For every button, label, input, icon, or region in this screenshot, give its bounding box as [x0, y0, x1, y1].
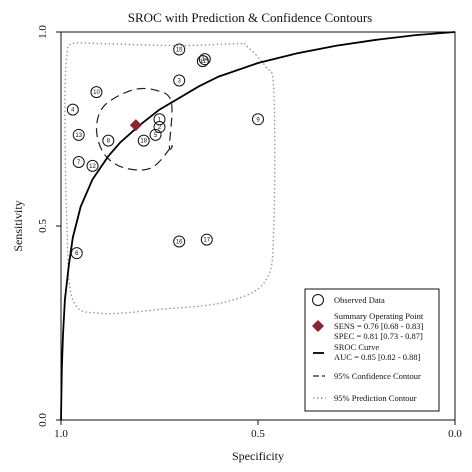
- legend-box: [304, 288, 440, 412]
- study-point: 4: [66, 103, 79, 116]
- legend: Observed Data Summary Operating Point SE…: [304, 288, 440, 412]
- study-marker: [66, 103, 79, 116]
- summary-operating-point: [129, 119, 142, 132]
- y-tick-label: 1.0: [37, 25, 49, 39]
- study-marker: [173, 43, 186, 56]
- study-marker: [196, 55, 209, 68]
- study-label: 4: [71, 108, 75, 114]
- x-tick-label: 1.0: [54, 428, 68, 440]
- study-label: 9: [256, 117, 260, 123]
- study-point: 2: [153, 121, 166, 134]
- study-label: 17: [203, 238, 210, 244]
- study-point: 6: [70, 247, 83, 260]
- study-label: 15: [176, 47, 183, 53]
- study-point: 15: [173, 43, 186, 56]
- legend-summary-marker: [312, 320, 324, 332]
- study-point: 13: [72, 128, 85, 141]
- legend-confidence-label: 95% Confidence Contour: [334, 371, 421, 381]
- y-tick-label: 0.5: [37, 219, 49, 233]
- study-marker: [149, 128, 162, 141]
- study-marker: [86, 159, 99, 172]
- study-point: 11: [196, 55, 209, 68]
- study-label: 18: [140, 139, 147, 145]
- study-marker: [200, 233, 213, 246]
- study-marker: [153, 113, 166, 126]
- axes: 1.0 0.5 0.0 0.0 0.5 1.0 Specificity Sens…: [11, 25, 462, 463]
- study-label: 6: [75, 251, 79, 257]
- study-label: 14: [201, 57, 208, 63]
- study-point: 14: [198, 53, 211, 66]
- legend-prediction-label: 95% Prediction Contour: [334, 393, 417, 403]
- x-tick-label: 0.5: [251, 428, 265, 440]
- study-point: 8: [102, 134, 115, 147]
- legend-observed-label: Observed Data: [334, 295, 385, 305]
- study-point: 10: [90, 86, 103, 99]
- study-point: 17: [200, 233, 213, 246]
- study-marker: [153, 121, 166, 134]
- legend-sroc-auc: AUC = 0.85 [0.82 - 0.88]: [334, 352, 421, 362]
- study-marker: [252, 113, 264, 126]
- study-point: 7: [72, 155, 85, 168]
- study-label: 12: [89, 164, 96, 170]
- legend-summary-label: Summary Operating Point: [334, 311, 424, 321]
- y-tick-label: 0.0: [37, 413, 49, 427]
- y-axis-label: Sensitivity: [11, 200, 25, 251]
- study-label: 8: [107, 139, 111, 145]
- study-label: 3: [178, 79, 182, 85]
- study-label: 16: [176, 240, 183, 246]
- legend-sroc-label: SROC Curve: [334, 342, 379, 352]
- study-label: 5: [154, 133, 158, 139]
- chart-title: SROC with Prediction & Confidence Contou…: [128, 10, 372, 25]
- x-tick-label: 0.0: [448, 428, 462, 440]
- study-label: 13: [75, 133, 82, 139]
- study-marker: [90, 86, 103, 99]
- study-marker: [173, 235, 186, 248]
- study-point: 9: [252, 113, 264, 126]
- prediction-contour: [64, 41, 276, 315]
- study-marker: [198, 53, 211, 66]
- study-marker: [102, 134, 115, 147]
- study-point: 16: [173, 235, 186, 248]
- legend-observed-marker: [312, 294, 324, 306]
- study-point: 5: [149, 128, 162, 141]
- study-point: 12: [86, 159, 99, 172]
- study-point: 18: [137, 134, 150, 147]
- study-point: 3: [173, 74, 186, 87]
- study-point: 1: [153, 113, 166, 126]
- study-marker: [72, 128, 85, 141]
- x-axis-label: Specificity: [232, 449, 284, 463]
- study-label: 11: [200, 59, 207, 65]
- study-label: 7: [77, 160, 81, 166]
- study-label: 2: [158, 125, 162, 131]
- study-marker: [173, 74, 186, 87]
- legend-summary-sens: SENS = 0.76 [0.68 - 0.83]: [334, 321, 423, 331]
- study-marker: [70, 247, 83, 260]
- legend-summary-spec: SPEC = 0.81 [0.73 - 0.87]: [334, 331, 423, 341]
- study-label: 10: [93, 90, 100, 96]
- confidence-contour: [95, 87, 173, 171]
- study-label: 1: [158, 117, 162, 123]
- study-marker: [72, 155, 85, 168]
- study-marker: [137, 134, 150, 147]
